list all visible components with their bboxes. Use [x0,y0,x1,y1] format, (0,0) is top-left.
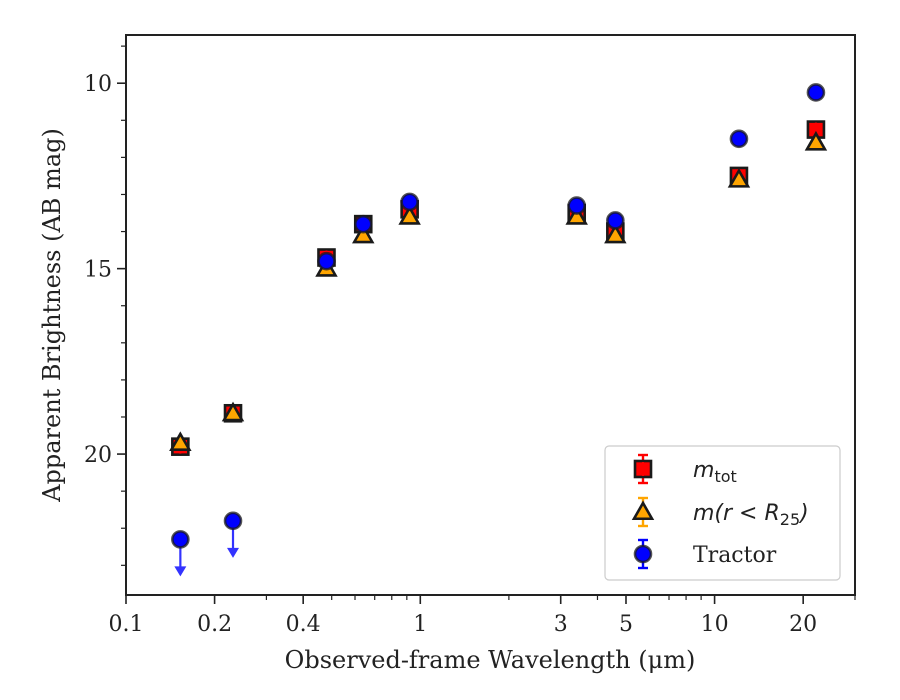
legend: mtot m(r < R25) Tractor [604,445,841,581]
x-tick-label: 0.1 [109,612,144,637]
y-axis-label: Apparent Brightness (AB mag) [38,128,66,503]
circle-marker [729,129,749,149]
circle-marker [353,214,373,234]
upper-limit-head [227,547,240,558]
circle-marker [400,192,419,212]
y-axis: 10 15 20 [84,45,126,566]
triangle-marker [398,205,421,225]
x-tick-label: 3 [554,612,568,637]
circle-marker [806,83,826,102]
triangle-marker [727,168,751,188]
x-tick-label: 20 [789,612,817,637]
x-tick-label: 0.4 [286,612,321,637]
data-markers [169,83,828,577]
plot-frame [125,34,856,596]
y-tick-label: 10 [84,72,112,97]
x-axis: 0.1 0.2 0.4 1 3 5 10 20 [109,595,856,637]
legend-label-2: m(r < R25) [693,501,809,529]
y-tick-label: 15 [84,258,112,283]
x-axis-label: Observed-frame Wavelength (μm) [285,646,696,674]
triangle-marker [221,401,245,422]
x-tick-label: 10 [701,612,729,637]
legend-circle-marker [633,544,653,564]
circle-marker [606,211,625,230]
circle-marker [317,251,336,271]
triangle-marker [169,431,192,451]
plot-area [125,34,856,596]
x-tick-label: 5 [619,612,633,637]
triangle-marker [565,205,588,225]
triangle-marker [804,130,828,151]
triangle-marker [604,223,627,244]
circle-marker [171,530,190,549]
legend-label-3: Tractor [693,543,777,568]
circle-marker [223,511,243,531]
legend-triangle-marker [631,500,655,521]
y-tick-label: 20 [84,443,112,468]
legend-label-1: mtot [693,458,737,486]
x-tick-label: 0.2 [197,612,232,637]
triangle-marker [352,223,375,244]
circle-marker [567,196,587,215]
legend-box [604,445,841,581]
upper-limit-head [174,566,187,577]
x-tick-label: 1 [413,612,427,637]
